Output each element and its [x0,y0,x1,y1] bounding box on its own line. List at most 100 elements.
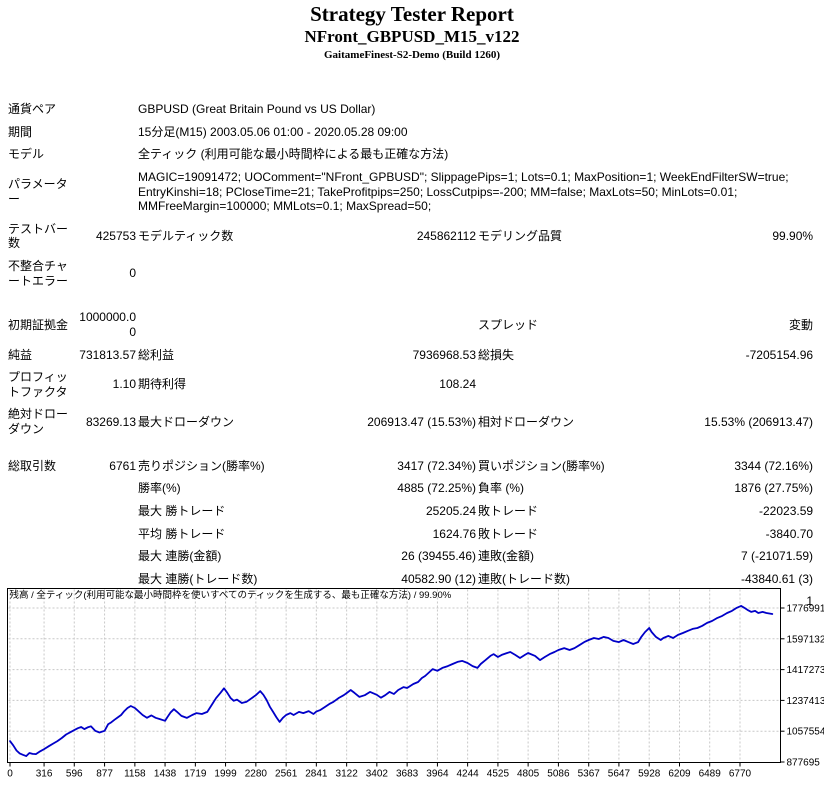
x-axis-label: 5647 [608,769,631,780]
table-row: 絶対ドローダウン 83269.13 最大ドローダウン 206913.47 (15.53… [8,403,815,440]
x-axis-label: 3402 [366,769,389,780]
row-label [8,477,76,500]
row-value: 1000000.00 [79,310,136,339]
table-row: 初期証拠金 1000000.00 スプレッド 変動 [8,306,815,343]
row-value: 1624.76 [432,526,476,541]
row-label: 最大ドローダウン [138,414,235,429]
row-label: スプレッド [478,317,539,332]
row-label: 通貨ペア [8,102,57,116]
row-label: プロフィットファクタ [8,370,68,399]
row-value [76,477,138,500]
x-axis-label: 3122 [336,769,359,780]
row-label: テストバー数 [8,221,69,251]
table-row: 最大 連勝(金額) 26 (39455.46) 連敗(金額) 7 (-21071.59… [8,545,815,568]
table-row: 最大 連勝(トレード数) 40582.90 (12) 連敗(トレード数) -43840… [8,568,815,591]
row-value [328,306,478,343]
row-label: 売りポジション(勝率%) [138,458,265,473]
x-axis-label: 316 [36,769,53,780]
table-row: 平均 勝トレード 1624.76 敗トレード -3840.70 [8,523,815,546]
row-value: -3840.70 [765,526,814,541]
spacer-cell [8,441,815,455]
row-value: 99.90% [772,229,814,244]
empty-cell [76,121,138,144]
empty-cell [76,143,138,166]
balance-chart: 0 316 596 877 1158 1438 1719 1999 2280 2561 2841 31… [0,585,824,786]
y-axis-label: 1057554 [787,727,824,738]
row-label: 平均 勝トレード [138,526,226,541]
row-value [76,500,138,523]
row-label: 勝率(%) [138,481,181,496]
balance-line [9,604,774,758]
row-value [660,255,815,292]
row-label: 最大 連勝(金額) [138,549,222,564]
row-value: 7936968.53 [412,347,476,362]
report-title: Strategy Tester Report [310,2,514,26]
chart-grid [8,589,780,762]
table-row: 勝率(%) 4885 (72.25%) 負率 (%) 1876 (27.75%) [8,477,815,500]
x-axis-label: 1438 [154,769,177,780]
row-label: モデル [8,147,45,162]
table-row: 総取引数 6761 売りポジション(勝率%) 3417 (72.34%) 買いポジション… [8,455,815,478]
row-value: 245862112 [416,229,476,244]
row-label: 連敗(トレード数) [478,571,570,586]
row-value [76,523,138,546]
x-axis-label: 2841 [305,769,328,780]
row-value: 40582.90 (12) [401,571,476,586]
x-axis-label: 3683 [396,769,419,780]
row-value: 1.10 [112,377,136,392]
x-axis-label: 3964 [426,769,449,780]
row-value: 3344 (72.16%) [734,458,814,473]
table-row: モデル 全ティック (利用可能な最小時間枠による最も正確な方法) [8,143,815,166]
row-label: 期間 [8,124,33,139]
y-axis-label: 1776991 [787,604,824,615]
empty-cell [76,166,138,218]
empty-cell [76,98,138,121]
row-value: 83269.13 [85,414,136,429]
results-table: 通貨ペア GBPUSD (Great Britain Pound vs US Do… [8,98,815,613]
row-value: -43840.61 (3) [741,571,814,586]
results-table-body: 通貨ペア GBPUSD (Great Britain Pound vs US Do… [8,98,815,613]
row-value [328,255,478,292]
table-row: プロフィットファクタ 1.10 期待利得 108.24 [8,366,815,403]
row-value: -7205154.96 [745,347,814,362]
row-label [138,255,328,292]
x-axis-label: 6489 [699,769,722,780]
title-block: Strategy Tester Report NFront_GBPUSD_M15… [0,2,824,62]
axis-ticks [9,607,785,767]
row-label: 負率 (%) [478,481,524,496]
y-axis-label: 1417273 [787,665,824,676]
row-label: 絶対ドローダウン [8,407,69,436]
table-row: 通貨ペア GBPUSD (Great Britain Pound vs US Do… [8,98,815,121]
plot-border [7,588,781,763]
x-axis-label: 1719 [184,769,207,780]
row-value: 6761 [109,458,136,473]
row-value: 1876 (27.75%) [734,481,814,496]
row-value: 1 [806,594,814,609]
row-value [76,545,138,568]
row-label: モデリング品質 [478,229,563,244]
x-axis-label: 1999 [214,769,237,780]
chart-title: 残高 / 全ティック(利用可能な最小時間枠を使いすべてのティックを生成する、最も… [10,589,452,601]
x-axis-label: 2280 [245,769,268,780]
row-value: 206913.47 (15.53%) [367,414,476,429]
row-label [8,500,76,523]
row-label: 総取引数 [8,458,57,473]
row-value-wide: MAGIC=19091472; UOComment="NFront_GPBUSD… [138,169,789,214]
row-value-wide: 全ティック (利用可能な最小時間枠による最も正確な方法) [138,147,449,162]
row-value: 731813.57 [79,347,136,362]
row-label: パラメーター [8,177,68,206]
row-label: モデルティック数 [138,229,234,244]
row-label: 最大 勝トレード [138,503,226,518]
row-label [8,545,76,568]
row-label: 敗トレード [478,526,539,541]
row-value-wide: 15分足(M15) 2003.05.06 01:00 - 2020.05.28 … [138,124,408,139]
row-label: 純益 [8,347,33,362]
y-axis-labels: 877695 1057554 1237413 1417273 1597132 177699… [787,604,824,769]
row-label: 敗トレード [478,503,539,518]
x-axis-label: 6770 [729,769,752,780]
x-axis-label: 2561 [275,769,298,780]
x-axis-label: 5367 [578,769,601,780]
y-axis-label: 877695 [787,758,821,769]
expert-name: NFront_GBPUSD_M15_v122 [304,27,520,47]
